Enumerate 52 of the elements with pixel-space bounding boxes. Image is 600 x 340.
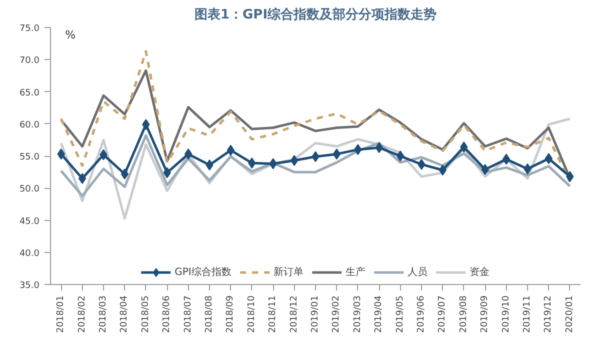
chart-title: 图表1：GPI综合指数及部分分项指数走势 [194, 6, 437, 22]
x-tick-label: 2018/11 [268, 296, 278, 333]
x-tick-label: 2019/01 [310, 296, 320, 333]
x-tick-label: 2019/06 [416, 295, 426, 333]
y-tick-label: 50.0 [19, 184, 40, 195]
x-tick-label: 2018/07 [183, 296, 194, 333]
x-tick-label: 2019/05 [395, 296, 406, 333]
x-tick-label: 2018/02 [77, 296, 88, 333]
x-tick-label: 2018/06 [162, 295, 172, 333]
x-tick-label: 2019/10 [501, 295, 512, 333]
point [78, 172, 86, 184]
y-axis-title: % [65, 28, 76, 42]
point [226, 144, 235, 156]
point [290, 154, 298, 166]
x-tick-label: 2019/04 [374, 295, 384, 333]
y-tick-label: 55.0 [19, 152, 40, 162]
x-tick-label: 2018/09 [226, 295, 236, 333]
x-tick-label: 2018/03 [98, 296, 108, 333]
legend-label: 新订单 [273, 266, 304, 279]
x-tick-label: 2019/12 [544, 296, 554, 333]
legend-label: GPI综合指数 [174, 266, 232, 279]
x-tick-label: 2018/01 [56, 296, 66, 333]
legend-label: 生产 [345, 266, 366, 279]
x-tick-label: 2018/05 [140, 296, 151, 333]
point [120, 168, 129, 180]
legend-label: 人员 [407, 266, 428, 279]
y-tick-label: 65.0 [19, 88, 40, 98]
x-tick-label: 2020/01 [564, 296, 575, 333]
y-tick-label: 40.0 [19, 248, 40, 259]
x-tick-label: 2018/08 [204, 295, 214, 333]
line-series [60, 134, 572, 198]
y-tick-label: 35.0 [19, 281, 40, 291]
x-tick-label: 2018/04 [120, 295, 130, 333]
point [184, 148, 192, 160]
x-tick-label: 2019/03 [352, 296, 363, 333]
x-tick-label: 2019/09 [480, 295, 490, 333]
point [396, 150, 404, 162]
x-tick-label: 2018/12 [289, 296, 300, 333]
x-tick-label: 2019/07 [438, 296, 448, 333]
point [438, 164, 447, 176]
x-tick-label: 2018/10 [246, 295, 257, 333]
y-tick-label: 45.0 [19, 216, 40, 227]
x-tick-label: 2019/08 [458, 295, 469, 333]
x-tick-label: 2019/02 [332, 296, 342, 333]
y-tick-label: 70.0 [19, 56, 40, 66]
y-tick-label: 60.0 [19, 120, 40, 130]
y-tick-label: 75.0 [19, 24, 40, 34]
point [332, 148, 341, 160]
point [502, 154, 510, 165]
legend-label: 资金 [469, 266, 490, 279]
x-tick-label: 2019/11 [522, 296, 532, 333]
point [544, 153, 553, 164]
